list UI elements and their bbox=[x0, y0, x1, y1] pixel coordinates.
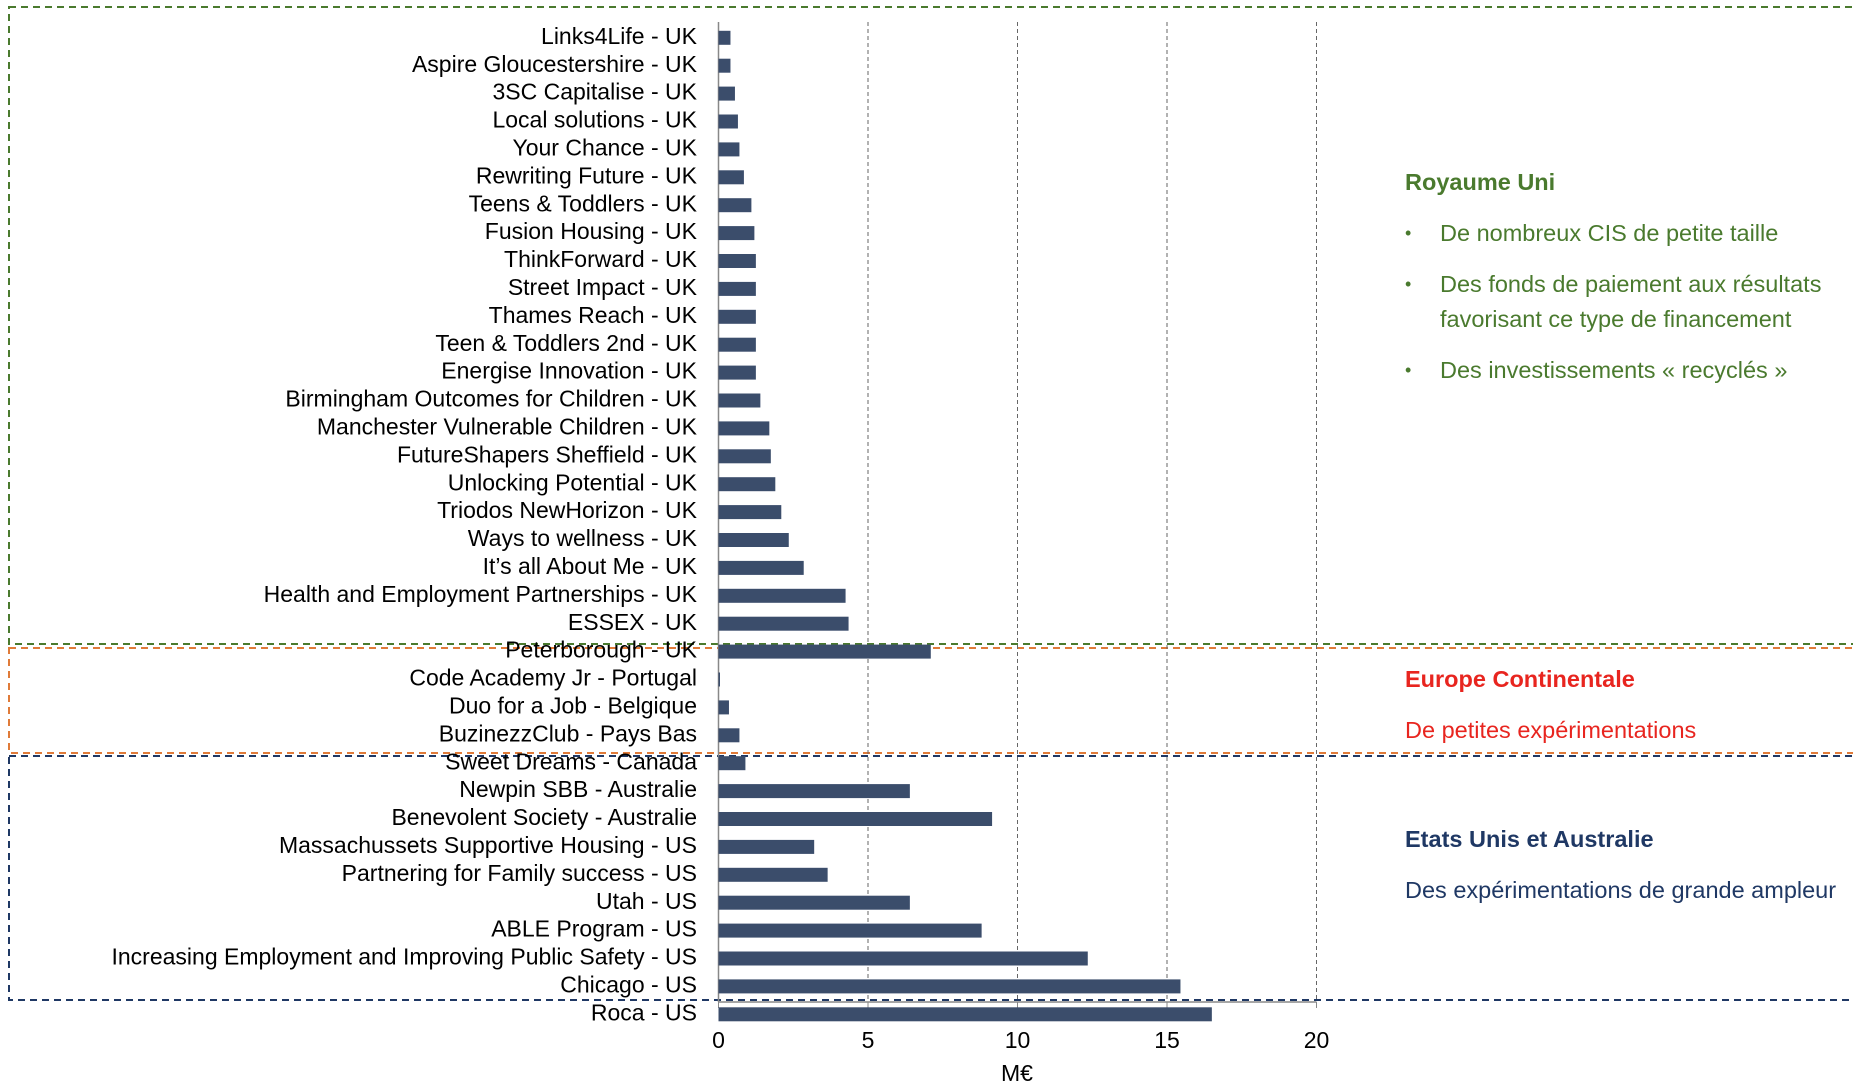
y-tick-label: Teen & Toddlers 2nd - UK bbox=[435, 330, 697, 356]
y-tick-label: It’s all About Me - UK bbox=[483, 553, 698, 579]
bullet-list: De nombreux CIS de petite taille Des fond… bbox=[1405, 216, 1845, 388]
y-tick-label: Local solutions - UK bbox=[492, 107, 697, 133]
annotation-text: Des expérimentations de grande ampleur bbox=[1405, 877, 1837, 903]
y-tick-label: ThinkForward - UK bbox=[504, 246, 698, 272]
bar bbox=[718, 505, 782, 520]
bar bbox=[718, 170, 744, 185]
bullet-item: Des investissements « recyclés » bbox=[1405, 353, 1835, 388]
y-tick-label: BuzinezzClub - Pays Bas bbox=[439, 720, 697, 746]
y-tick-label: ABLE Program - US bbox=[491, 916, 697, 942]
bar bbox=[718, 588, 846, 603]
y-tick-label: Duo for a Job - Belgique bbox=[449, 692, 697, 718]
y-tick-label: Manchester Vulnerable Children - UK bbox=[317, 413, 698, 439]
bar bbox=[718, 58, 731, 73]
y-tick-label: Utah - US bbox=[596, 888, 697, 914]
y-tick-label: Unlocking Potential - UK bbox=[448, 469, 698, 495]
y-tick-label: Energise Innovation - UK bbox=[441, 358, 697, 384]
bar bbox=[718, 784, 910, 799]
x-axis-label: M€ bbox=[1001, 1060, 1033, 1086]
group-box bbox=[8, 755, 1853, 1001]
bar bbox=[718, 198, 752, 213]
x-tick-label: 15 bbox=[1154, 1027, 1180, 1053]
y-tick-label: Thames Reach - UK bbox=[489, 302, 698, 328]
bar bbox=[718, 895, 910, 910]
annotation-title: Europe Continentale bbox=[1405, 666, 1635, 692]
bar bbox=[718, 1007, 1212, 1022]
y-tick-label: Triodos NewHorizon - UK bbox=[437, 497, 698, 523]
group-box bbox=[8, 647, 1853, 754]
annotation-text: De petites expérimentations bbox=[1405, 717, 1697, 743]
group-box bbox=[8, 6, 1853, 645]
bar bbox=[718, 337, 756, 352]
bar bbox=[718, 477, 776, 492]
bar bbox=[718, 728, 740, 743]
y-tick-label: Increasing Employment and Improving Publ… bbox=[112, 944, 698, 970]
annotation-title: Royaume Uni bbox=[1405, 169, 1556, 195]
y-tick-label: Peterborough - UK bbox=[505, 637, 697, 663]
y-tick-label: Partnering for Family success - US bbox=[342, 860, 697, 886]
annotation: Europe Continentale De petites expériment… bbox=[1405, 662, 1845, 748]
bar bbox=[718, 281, 756, 296]
bar bbox=[718, 756, 746, 771]
y-tick-label: Teens & Toddlers - UK bbox=[469, 190, 698, 216]
y-tick-label: Birmingham Outcomes for Children - UK bbox=[285, 386, 697, 412]
bar bbox=[718, 421, 770, 436]
y-tick-label: Fusion Housing - UK bbox=[485, 218, 698, 244]
bar bbox=[718, 700, 729, 715]
y-tick-label: Rewriting Future - UK bbox=[476, 162, 698, 188]
x-tick-label: 20 bbox=[1304, 1027, 1330, 1053]
bar bbox=[718, 254, 756, 268]
bar bbox=[718, 672, 720, 687]
bar bbox=[718, 951, 1088, 966]
y-tick-label: FutureShapers Sheffield - UK bbox=[397, 441, 698, 467]
y-tick-label: Health and Employment Partnerships - UK bbox=[264, 581, 698, 607]
y-tick-label: Ways to wellness - UK bbox=[468, 525, 698, 551]
bar bbox=[718, 30, 731, 45]
annotation: Royaume Uni De nombreux CIS de petite tai… bbox=[1405, 165, 1845, 404]
x-tick-label: 10 bbox=[1005, 1027, 1031, 1053]
x-tick-label: 0 bbox=[712, 1027, 725, 1053]
y-tick-label: Newpin SBB - Australie bbox=[459, 776, 697, 802]
y-tick-label: Street Impact - UK bbox=[508, 274, 698, 300]
bar bbox=[718, 309, 756, 324]
bar bbox=[718, 365, 756, 380]
bar bbox=[718, 114, 738, 129]
bar bbox=[718, 560, 804, 575]
bar bbox=[718, 867, 828, 882]
y-tick-label: Sweet Dreams - Canada bbox=[445, 748, 697, 774]
y-tick-label: Roca - US bbox=[591, 999, 697, 1025]
y-tick-label: Code Academy Jr - Portugal bbox=[409, 665, 697, 691]
annotation: Etats Unis et Australie Des expérimentati… bbox=[1405, 822, 1845, 908]
x-tick-label: 5 bbox=[862, 1027, 875, 1053]
bar bbox=[718, 839, 815, 854]
annotation-title: Etats Unis et Australie bbox=[1405, 826, 1654, 852]
y-tick-label: Your Chance - UK bbox=[512, 134, 697, 160]
bar bbox=[718, 979, 1181, 994]
bar bbox=[718, 533, 789, 547]
bullet-item: De nombreux CIS de petite taille bbox=[1405, 216, 1835, 251]
bar bbox=[718, 812, 993, 826]
y-tick-label: Benevolent Society - Australie bbox=[391, 804, 697, 830]
bar bbox=[718, 616, 849, 631]
bullet-item: Des fonds de paiement aux résultats favo… bbox=[1405, 267, 1835, 337]
bar bbox=[718, 644, 931, 659]
bar bbox=[718, 226, 755, 241]
y-tick-label: 3SC Capitalise - UK bbox=[492, 79, 697, 105]
y-tick-label: Massachussets Supportive Housing - US bbox=[279, 832, 697, 858]
bar bbox=[718, 393, 761, 408]
y-tick-label: ESSEX - UK bbox=[568, 609, 698, 635]
bar bbox=[718, 86, 735, 101]
y-tick-label: Aspire Gloucestershire - UK bbox=[412, 51, 698, 77]
y-tick-label: Links4Life - UK bbox=[541, 23, 698, 49]
y-tick-label: Chicago - US bbox=[560, 971, 697, 997]
bar bbox=[718, 923, 982, 938]
bar bbox=[718, 142, 740, 157]
bar bbox=[718, 449, 771, 464]
